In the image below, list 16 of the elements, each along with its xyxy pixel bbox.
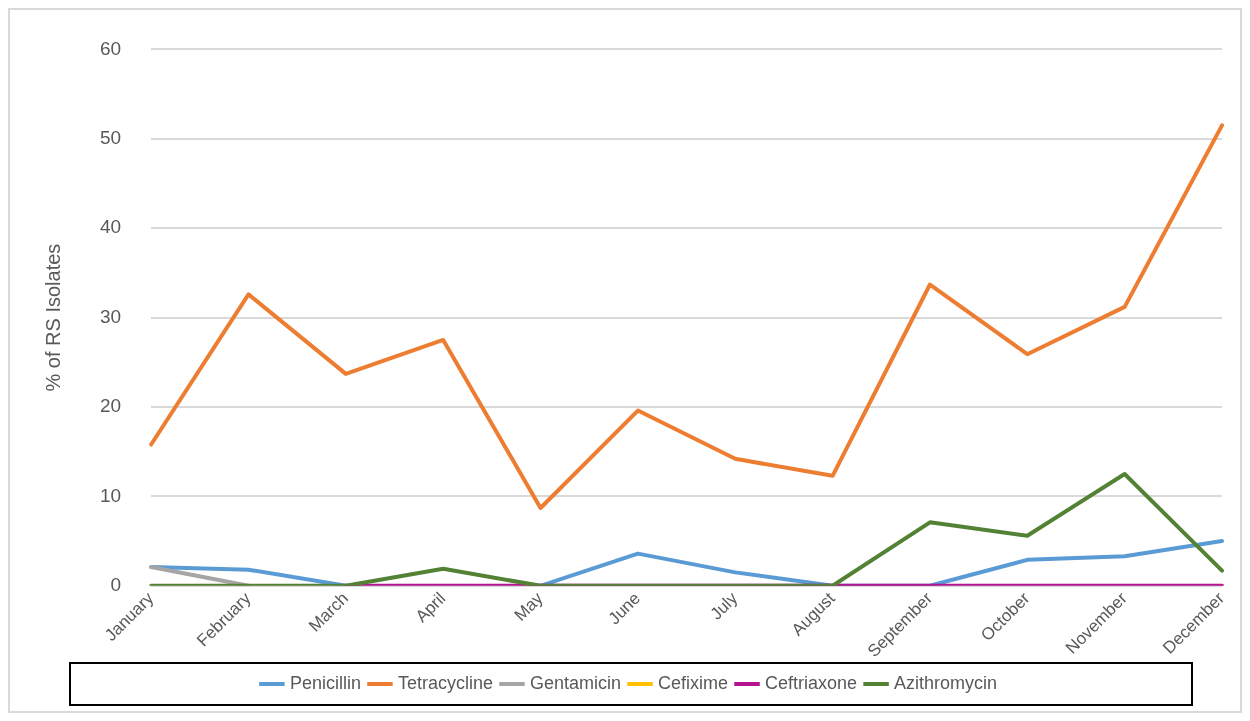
x-tick-label: July	[706, 588, 742, 624]
legend-label: Cefixime	[658, 672, 729, 693]
legend-label: Penicillin	[289, 672, 361, 693]
legend-label: Ceftriaxone	[765, 672, 858, 693]
y-tick-label: 20	[99, 395, 122, 417]
y-tick-label: 50	[99, 127, 122, 149]
x-tick-label: May	[510, 588, 548, 625]
y-tick-label: 30	[99, 305, 122, 327]
y-tick-label: 40	[99, 216, 122, 238]
y-tick-label: 10	[99, 484, 122, 506]
legend-label: Gentamicin	[529, 672, 622, 693]
y-tick-label: 0	[110, 574, 122, 596]
legend-label: Tetracycline	[397, 672, 493, 693]
y-tick-label: 60	[99, 37, 122, 59]
legend-label: Azithromycin	[894, 672, 998, 693]
y-axis-title: % of RS Isolates	[41, 243, 64, 392]
